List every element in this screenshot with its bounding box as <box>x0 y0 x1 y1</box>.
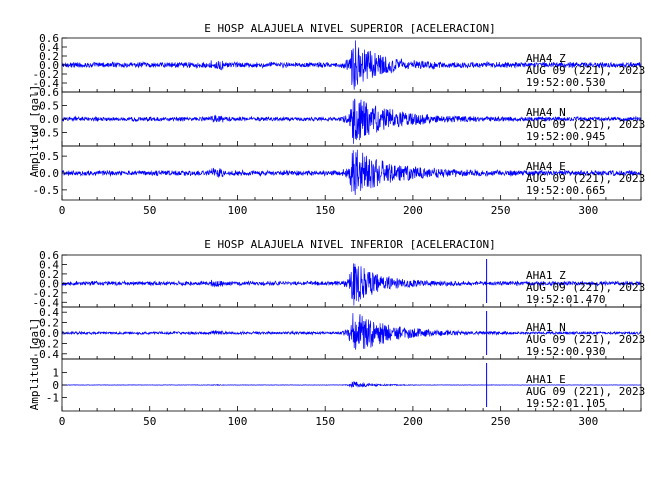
y-tick-label: -0.4 <box>33 296 60 309</box>
x-tick-label: 200 <box>403 415 423 428</box>
x-tick-label: 100 <box>228 415 248 428</box>
y-tick-label: -0.6 <box>33 86 60 99</box>
station-component-label: AHA1 Z <box>526 269 566 282</box>
chart-title-lower: E HOSP ALAJUELA NIVEL INFERIOR [ACELERAC… <box>204 238 495 251</box>
x-tick-label: 150 <box>315 204 335 217</box>
y-tick-label: -0.5 <box>33 127 60 140</box>
y-tick-label: 0.0 <box>39 167 59 180</box>
y-tick-label: 0.0 <box>39 113 59 126</box>
y-tick-label: 0.4 <box>39 41 59 54</box>
y-axis-label-lower: Amplitud [gal] <box>28 318 41 411</box>
chart-lower-level: E HOSP ALAJUELA NIVEL INFERIOR [ACELERAC… <box>28 238 645 428</box>
time-label: 19:52:01.470 <box>526 293 605 306</box>
waveform-line <box>61 263 642 306</box>
y-tick-label: 0.2 <box>39 268 59 281</box>
waveform-line <box>61 40 642 90</box>
time-label: 19:52:01.105 <box>526 397 605 410</box>
y-tick-label: 0.2 <box>39 317 59 330</box>
x-tick-label: 0 <box>59 204 66 217</box>
y-tick-label: 0.5 <box>39 100 59 113</box>
y-tick-label: 0.4 <box>39 306 59 319</box>
x-tick-label: 0 <box>59 415 66 428</box>
y-tick-label: -0.2 <box>33 337 60 350</box>
date-label: AUG 09 (221), 2023 <box>526 385 645 398</box>
x-tick-label: 200 <box>403 204 423 217</box>
y-tick-label: 0.6 <box>39 249 59 262</box>
y-tick-label: -0.4 <box>33 348 60 361</box>
x-tick-label: 150 <box>315 415 335 428</box>
y-tick-label: 0.0 <box>39 59 59 72</box>
x-tick-label: 300 <box>578 204 598 217</box>
y-tick-label: 0.5 <box>39 150 59 163</box>
y-tick-label: -0.2 <box>33 287 60 300</box>
date-label: AUG 09 (221), 2023 <box>526 333 645 346</box>
y-tick-label: -0.2 <box>33 68 60 81</box>
y-tick-label: 0 <box>52 379 59 392</box>
time-label: 19:52:00.945 <box>526 130 605 143</box>
chart-title-upper: E HOSP ALAJUELA NIVEL SUPERIOR [ACELERAC… <box>204 22 495 35</box>
y-axis-label-upper: Amplitud [gal] <box>28 85 41 178</box>
x-tick-label: 50 <box>143 415 156 428</box>
station-component-label: AHA1 E <box>526 373 566 386</box>
time-label: 19:52:00.530 <box>526 76 605 89</box>
date-label: AUG 09 (221), 2023 <box>526 172 645 185</box>
station-component-label: AHA4 N <box>526 106 566 119</box>
x-tick-label: 250 <box>491 204 511 217</box>
y-tick-label: 0.6 <box>39 32 59 45</box>
waveform-line <box>61 149 642 196</box>
x-tick-label: 250 <box>491 415 511 428</box>
y-tick-label: -0.4 <box>33 77 60 90</box>
y-tick-label: -1 <box>46 391 59 404</box>
time-label: 19:52:00.665 <box>526 184 605 197</box>
y-tick-label: -0.5 <box>33 184 60 197</box>
x-tick-label: 100 <box>228 204 248 217</box>
waveform-line <box>61 98 642 144</box>
chart-upper-level: E HOSP ALAJUELA NIVEL SUPERIOR [ACELERAC… <box>28 22 645 217</box>
y-tick-label: 0.2 <box>39 50 59 63</box>
station-component-label: AHA1 N <box>526 321 566 334</box>
y-tick-label: 0.0 <box>39 327 59 340</box>
y-tick-label: 0.4 <box>39 258 59 271</box>
time-label: 19:52:00.930 <box>526 345 605 358</box>
y-tick-label: 1 <box>52 367 59 380</box>
x-tick-label: 50 <box>143 204 156 217</box>
waveform-line <box>61 381 641 388</box>
date-label: AUG 09 (221), 2023 <box>526 281 645 294</box>
y-tick-label: 0.0 <box>39 277 59 290</box>
date-label: AUG 09 (221), 2023 <box>526 118 645 131</box>
waveform-line <box>61 313 642 350</box>
x-tick-label: 300 <box>578 415 598 428</box>
date-label: AUG 09 (221), 2023 <box>526 64 645 77</box>
station-component-label: AHA4 Z <box>526 52 566 65</box>
station-component-label: AHA4 E <box>526 160 566 173</box>
